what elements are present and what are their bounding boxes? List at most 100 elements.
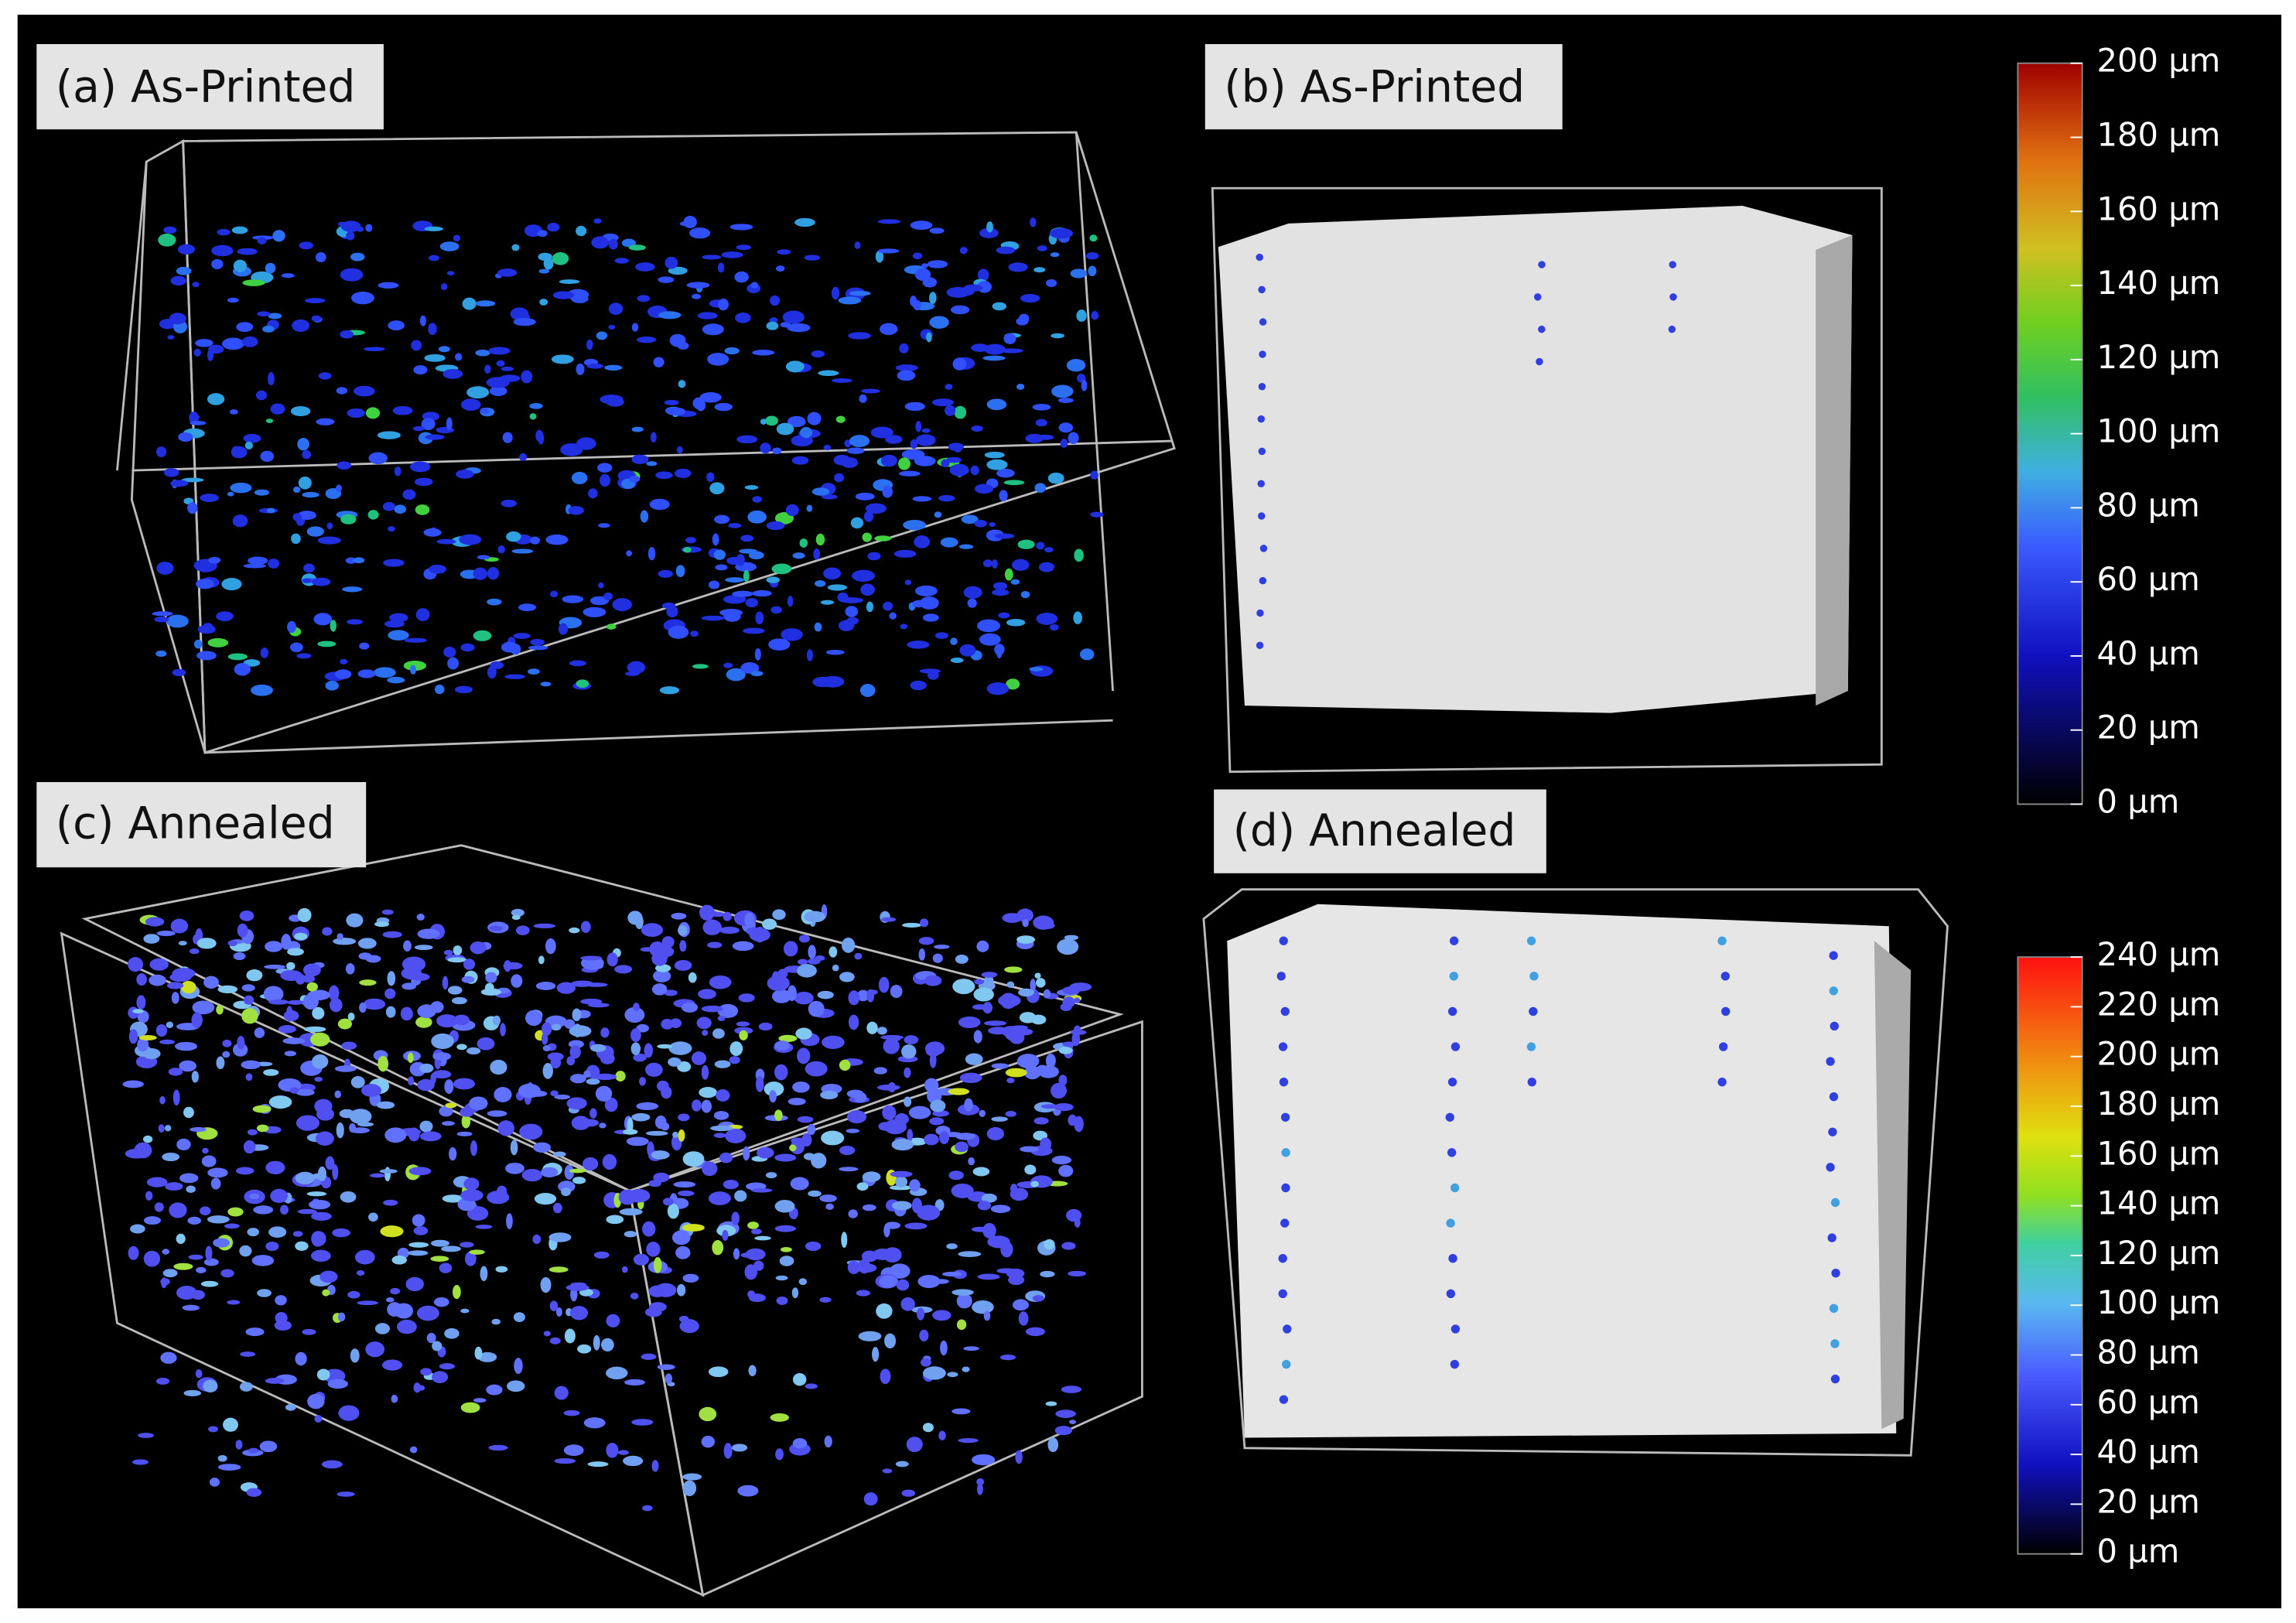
pore	[982, 1222, 996, 1239]
pore	[444, 1327, 460, 1339]
pore	[529, 402, 543, 409]
pore	[128, 1245, 139, 1260]
pore	[217, 985, 238, 994]
pore	[1020, 1146, 1039, 1153]
tick-label: 160 µm	[2097, 190, 2221, 227]
pore	[876, 1303, 893, 1319]
pore	[709, 975, 732, 989]
pore	[646, 1242, 661, 1257]
tick-label: 40 µm	[2097, 634, 2200, 672]
pore	[438, 346, 450, 353]
pore	[166, 982, 184, 989]
pore	[631, 323, 639, 332]
pore	[337, 1312, 346, 1322]
pore	[633, 1253, 650, 1266]
pore	[447, 657, 460, 670]
pore	[227, 297, 239, 303]
pore	[200, 494, 219, 503]
pore	[774, 1225, 797, 1232]
pore	[823, 567, 842, 580]
label-box	[1214, 789, 1546, 873]
pore	[1281, 1148, 1290, 1157]
pore	[394, 466, 401, 477]
pore	[1030, 1181, 1039, 1187]
pore	[947, 1372, 958, 1378]
pore	[138, 1035, 157, 1040]
pore	[587, 1461, 609, 1468]
pore	[1025, 1327, 1045, 1337]
pore	[552, 1202, 562, 1214]
pore	[334, 1065, 357, 1072]
pore	[469, 1096, 488, 1111]
pore	[774, 1040, 791, 1051]
pore	[207, 1167, 228, 1178]
pore	[805, 1241, 822, 1252]
pore	[699, 391, 722, 403]
pore	[211, 244, 234, 257]
pore	[819, 1194, 837, 1203]
pore	[1079, 648, 1095, 661]
pore	[589, 1108, 597, 1119]
pore	[179, 1060, 197, 1072]
pore	[294, 932, 308, 941]
pore	[189, 948, 200, 955]
pore	[329, 998, 343, 1013]
pore	[1018, 988, 1034, 997]
pore	[580, 998, 603, 1005]
pore	[453, 1078, 475, 1090]
pore	[474, 1346, 483, 1360]
pore	[159, 1095, 166, 1105]
pore	[449, 1146, 457, 1161]
pore	[357, 938, 377, 949]
pore	[333, 938, 357, 945]
pore	[682, 1273, 699, 1283]
pore	[234, 662, 251, 676]
pore	[551, 354, 574, 364]
pore	[432, 1070, 452, 1079]
pore	[149, 974, 166, 986]
pore	[1259, 545, 1268, 552]
pore	[1717, 1077, 1727, 1087]
pore	[747, 1222, 759, 1229]
pore	[940, 537, 958, 548]
pore	[829, 946, 838, 958]
pore	[608, 302, 624, 316]
pore	[1016, 317, 1029, 326]
pore	[678, 1113, 690, 1122]
pore	[542, 1022, 552, 1036]
pore	[1281, 1183, 1290, 1193]
pore	[511, 244, 520, 251]
pore	[265, 419, 274, 423]
pore	[718, 299, 729, 311]
pore	[556, 982, 576, 994]
pore	[846, 1128, 860, 1133]
pore	[513, 633, 531, 639]
pore	[820, 600, 835, 605]
pore	[577, 1344, 592, 1354]
pore	[599, 1122, 606, 1129]
pore	[982, 1002, 993, 1014]
pore	[463, 1177, 480, 1191]
pore	[189, 414, 200, 420]
pore	[1020, 293, 1040, 303]
pore	[270, 403, 285, 415]
pore	[862, 532, 873, 542]
pore	[402, 489, 416, 500]
pore	[699, 904, 715, 921]
pore	[898, 470, 921, 477]
pore	[626, 550, 633, 557]
pore	[1036, 542, 1045, 550]
pore	[208, 556, 221, 564]
pore	[831, 378, 852, 383]
tick-label: 220 µm	[2097, 985, 2221, 1023]
pore	[401, 982, 417, 990]
pore	[142, 1135, 153, 1143]
pore	[627, 1117, 634, 1133]
specimen-surface	[1227, 904, 1897, 1438]
pore	[711, 911, 725, 917]
pore	[340, 220, 361, 233]
pore	[678, 1129, 685, 1142]
pore	[1280, 1218, 1290, 1228]
pore	[596, 331, 608, 340]
pore	[538, 268, 550, 274]
